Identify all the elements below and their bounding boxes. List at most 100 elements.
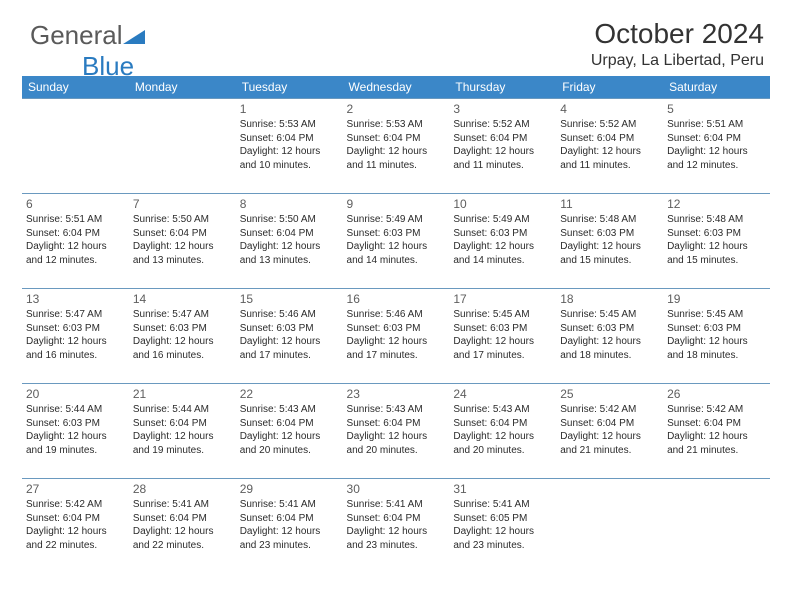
day-number: 2	[347, 101, 446, 117]
calendar-day-cell: 22Sunrise: 5:43 AMSunset: 6:04 PMDayligh…	[236, 384, 343, 479]
calendar-body: 1 Sunrise: 5:53 AMSunset: 6:04 PMDaylight…	[22, 99, 770, 574]
day-number: 17	[453, 291, 552, 307]
calendar-day-cell: 5Sunrise: 5:51 AMSunset: 6:04 PMDaylight…	[663, 99, 770, 194]
calendar-empty-cell	[22, 99, 129, 194]
day-info: Sunrise: 5:44 AMSunset: 6:03 PMDaylight:…	[26, 403, 125, 457]
day-number: 19	[667, 291, 766, 307]
day-info: Sunrise: 5:51 AMSunset: 6:04 PMDaylight:…	[667, 118, 766, 172]
day-number: 24	[453, 386, 552, 402]
day-info: Sunrise: 5:46 AMSunset: 6:03 PMDaylight:…	[347, 308, 446, 362]
day-number: 10	[453, 196, 552, 212]
calendar-day-cell: 30Sunrise: 5:41 AMSunset: 6:04 PMDayligh…	[343, 479, 450, 574]
day-number: 1	[240, 101, 339, 117]
calendar-empty-cell	[663, 479, 770, 574]
day-info: Sunrise: 5:43 AMSunset: 6:04 PMDaylight:…	[453, 403, 552, 457]
calendar-day-cell: 26Sunrise: 5:42 AMSunset: 6:04 PMDayligh…	[663, 384, 770, 479]
day-number: 8	[240, 196, 339, 212]
day-info: Sunrise: 5:42 AMSunset: 6:04 PMDaylight:…	[560, 403, 659, 457]
day-info: Sunrise: 5:49 AMSunset: 6:03 PMDaylight:…	[453, 213, 552, 267]
day-info: Sunrise: 5:42 AMSunset: 6:04 PMDaylight:…	[667, 403, 766, 457]
calendar-day-cell: 24Sunrise: 5:43 AMSunset: 6:04 PMDayligh…	[449, 384, 556, 479]
day-number: 9	[347, 196, 446, 212]
calendar-day-cell: 29Sunrise: 5:41 AMSunset: 6:04 PMDayligh…	[236, 479, 343, 574]
calendar-day-cell: 12Sunrise: 5:48 AMSunset: 6:03 PMDayligh…	[663, 194, 770, 289]
calendar-empty-cell	[556, 479, 663, 574]
day-info: Sunrise: 5:41 AMSunset: 6:04 PMDaylight:…	[240, 498, 339, 552]
day-info: Sunrise: 5:41 AMSunset: 6:05 PMDaylight:…	[453, 498, 552, 552]
day-info: Sunrise: 5:47 AMSunset: 6:03 PMDaylight:…	[133, 308, 232, 362]
day-number: 4	[560, 101, 659, 117]
day-number: 29	[240, 481, 339, 497]
day-number: 13	[26, 291, 125, 307]
day-info: Sunrise: 5:52 AMSunset: 6:04 PMDaylight:…	[560, 118, 659, 172]
day-info: Sunrise: 5:48 AMSunset: 6:03 PMDaylight:…	[667, 213, 766, 267]
day-info: Sunrise: 5:42 AMSunset: 6:04 PMDaylight:…	[26, 498, 125, 552]
calendar-day-cell: 6Sunrise: 5:51 AMSunset: 6:04 PMDaylight…	[22, 194, 129, 289]
calendar-week-row: 13Sunrise: 5:47 AMSunset: 6:03 PMDayligh…	[22, 289, 770, 384]
day-info: Sunrise: 5:43 AMSunset: 6:04 PMDaylight:…	[347, 403, 446, 457]
day-number: 16	[347, 291, 446, 307]
weekday-header: Saturday	[663, 76, 770, 99]
calendar-day-cell: 27Sunrise: 5:42 AMSunset: 6:04 PMDayligh…	[22, 479, 129, 574]
calendar-day-cell: 19Sunrise: 5:45 AMSunset: 6:03 PMDayligh…	[663, 289, 770, 384]
calendar-week-row: 20Sunrise: 5:44 AMSunset: 6:03 PMDayligh…	[22, 384, 770, 479]
day-info: Sunrise: 5:52 AMSunset: 6:04 PMDaylight:…	[453, 118, 552, 172]
day-info: Sunrise: 5:50 AMSunset: 6:04 PMDaylight:…	[133, 213, 232, 267]
calendar-day-cell: 15Sunrise: 5:46 AMSunset: 6:03 PMDayligh…	[236, 289, 343, 384]
day-number: 31	[453, 481, 552, 497]
day-info: Sunrise: 5:43 AMSunset: 6:04 PMDaylight:…	[240, 403, 339, 457]
calendar-day-cell: 1Sunrise: 5:53 AMSunset: 6:04 PMDaylight…	[236, 99, 343, 194]
day-info: Sunrise: 5:53 AMSunset: 6:04 PMDaylight:…	[347, 118, 446, 172]
calendar-day-cell: 25Sunrise: 5:42 AMSunset: 6:04 PMDayligh…	[556, 384, 663, 479]
calendar-day-cell: 11Sunrise: 5:48 AMSunset: 6:03 PMDayligh…	[556, 194, 663, 289]
day-info: Sunrise: 5:41 AMSunset: 6:04 PMDaylight:…	[347, 498, 446, 552]
day-number: 23	[347, 386, 446, 402]
calendar-day-cell: 2Sunrise: 5:53 AMSunset: 6:04 PMDaylight…	[343, 99, 450, 194]
weekday-header: Friday	[556, 76, 663, 99]
calendar-day-cell: 10Sunrise: 5:49 AMSunset: 6:03 PMDayligh…	[449, 194, 556, 289]
day-number: 7	[133, 196, 232, 212]
day-info: Sunrise: 5:47 AMSunset: 6:03 PMDaylight:…	[26, 308, 125, 362]
calendar-week-row: 6Sunrise: 5:51 AMSunset: 6:04 PMDaylight…	[22, 194, 770, 289]
day-number: 21	[133, 386, 232, 402]
triangle-icon	[123, 28, 147, 46]
day-info: Sunrise: 5:45 AMSunset: 6:03 PMDaylight:…	[560, 308, 659, 362]
calendar-day-cell: 28Sunrise: 5:41 AMSunset: 6:04 PMDayligh…	[129, 479, 236, 574]
day-info: Sunrise: 5:41 AMSunset: 6:04 PMDaylight:…	[133, 498, 232, 552]
calendar-day-cell: 3Sunrise: 5:52 AMSunset: 6:04 PMDaylight…	[449, 99, 556, 194]
day-info: Sunrise: 5:50 AMSunset: 6:04 PMDaylight:…	[240, 213, 339, 267]
weekday-header: Tuesday	[236, 76, 343, 99]
calendar-day-cell: 18Sunrise: 5:45 AMSunset: 6:03 PMDayligh…	[556, 289, 663, 384]
day-info: Sunrise: 5:45 AMSunset: 6:03 PMDaylight:…	[667, 308, 766, 362]
calendar-page: General Blue October 2024 Urpay, La Libe…	[0, 0, 792, 612]
day-number: 15	[240, 291, 339, 307]
weekday-header: Thursday	[449, 76, 556, 99]
day-number: 18	[560, 291, 659, 307]
calendar-day-cell: 23Sunrise: 5:43 AMSunset: 6:04 PMDayligh…	[343, 384, 450, 479]
day-number: 28	[133, 481, 232, 497]
calendar-week-row: 1 Sunrise: 5:53 AMSunset: 6:04 PMDaylight…	[22, 99, 770, 194]
day-number: 6	[26, 196, 125, 212]
day-number: 11	[560, 196, 659, 212]
brand-part2: Blue	[82, 51, 134, 81]
day-info: Sunrise: 5:44 AMSunset: 6:04 PMDaylight:…	[133, 403, 232, 457]
calendar-day-cell: 13Sunrise: 5:47 AMSunset: 6:03 PMDayligh…	[22, 289, 129, 384]
day-number: 22	[240, 386, 339, 402]
day-number: 30	[347, 481, 446, 497]
brand-part1: General	[30, 20, 123, 50]
day-number: 3	[453, 101, 552, 117]
day-number: 12	[667, 196, 766, 212]
day-number: 25	[560, 386, 659, 402]
calendar-day-cell: 8Sunrise: 5:50 AMSunset: 6:04 PMDaylight…	[236, 194, 343, 289]
day-info: Sunrise: 5:48 AMSunset: 6:03 PMDaylight:…	[560, 213, 659, 267]
day-info: Sunrise: 5:45 AMSunset: 6:03 PMDaylight:…	[453, 308, 552, 362]
brand-logo: General Blue	[30, 20, 147, 82]
day-info: Sunrise: 5:46 AMSunset: 6:03 PMDaylight:…	[240, 308, 339, 362]
calendar-day-cell: 16Sunrise: 5:46 AMSunset: 6:03 PMDayligh…	[343, 289, 450, 384]
calendar-day-cell: 4Sunrise: 5:52 AMSunset: 6:04 PMDaylight…	[556, 99, 663, 194]
day-info: Sunrise: 5:51 AMSunset: 6:04 PMDaylight:…	[26, 213, 125, 267]
calendar-empty-cell	[129, 99, 236, 194]
day-number: 20	[26, 386, 125, 402]
calendar-table: SundayMondayTuesdayWednesdayThursdayFrid…	[22, 76, 770, 573]
calendar-day-cell: 31Sunrise: 5:41 AMSunset: 6:05 PMDayligh…	[449, 479, 556, 574]
